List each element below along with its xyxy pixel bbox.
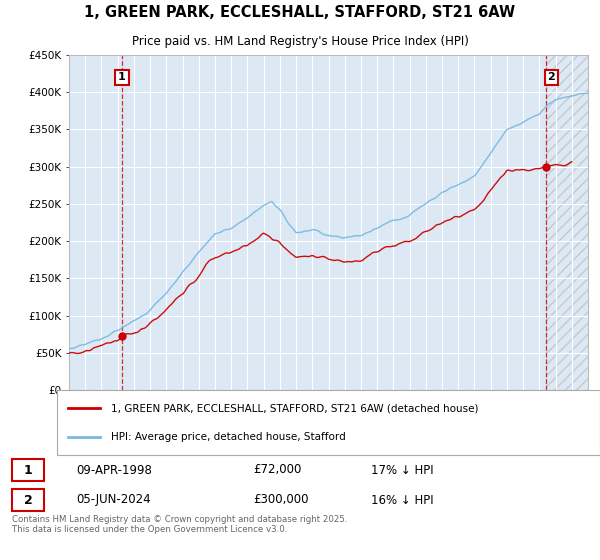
- FancyBboxPatch shape: [12, 459, 44, 482]
- Text: 09-APR-1998: 09-APR-1998: [77, 464, 152, 477]
- Text: 1, GREEN PARK, ECCLESHALL, STAFFORD, ST21 6AW: 1, GREEN PARK, ECCLESHALL, STAFFORD, ST2…: [85, 4, 515, 20]
- Text: £300,000: £300,000: [253, 493, 308, 506]
- Text: 2: 2: [547, 72, 555, 82]
- Text: 2: 2: [23, 493, 32, 506]
- Text: 1, GREEN PARK, ECCLESHALL, STAFFORD, ST21 6AW (detached house): 1, GREEN PARK, ECCLESHALL, STAFFORD, ST2…: [112, 403, 479, 413]
- Text: 1: 1: [23, 464, 32, 477]
- Text: HPI: Average price, detached house, Stafford: HPI: Average price, detached house, Staf…: [112, 432, 346, 442]
- Text: 16% ↓ HPI: 16% ↓ HPI: [371, 493, 433, 506]
- Text: 17% ↓ HPI: 17% ↓ HPI: [371, 464, 433, 477]
- FancyBboxPatch shape: [57, 390, 600, 455]
- Text: 05-JUN-2024: 05-JUN-2024: [77, 493, 151, 506]
- Text: £72,000: £72,000: [253, 464, 301, 477]
- Text: Price paid vs. HM Land Registry's House Price Index (HPI): Price paid vs. HM Land Registry's House …: [131, 35, 469, 48]
- Text: 1: 1: [118, 72, 126, 82]
- Text: Contains HM Land Registry data © Crown copyright and database right 2025.
This d: Contains HM Land Registry data © Crown c…: [12, 515, 347, 534]
- FancyBboxPatch shape: [12, 488, 44, 511]
